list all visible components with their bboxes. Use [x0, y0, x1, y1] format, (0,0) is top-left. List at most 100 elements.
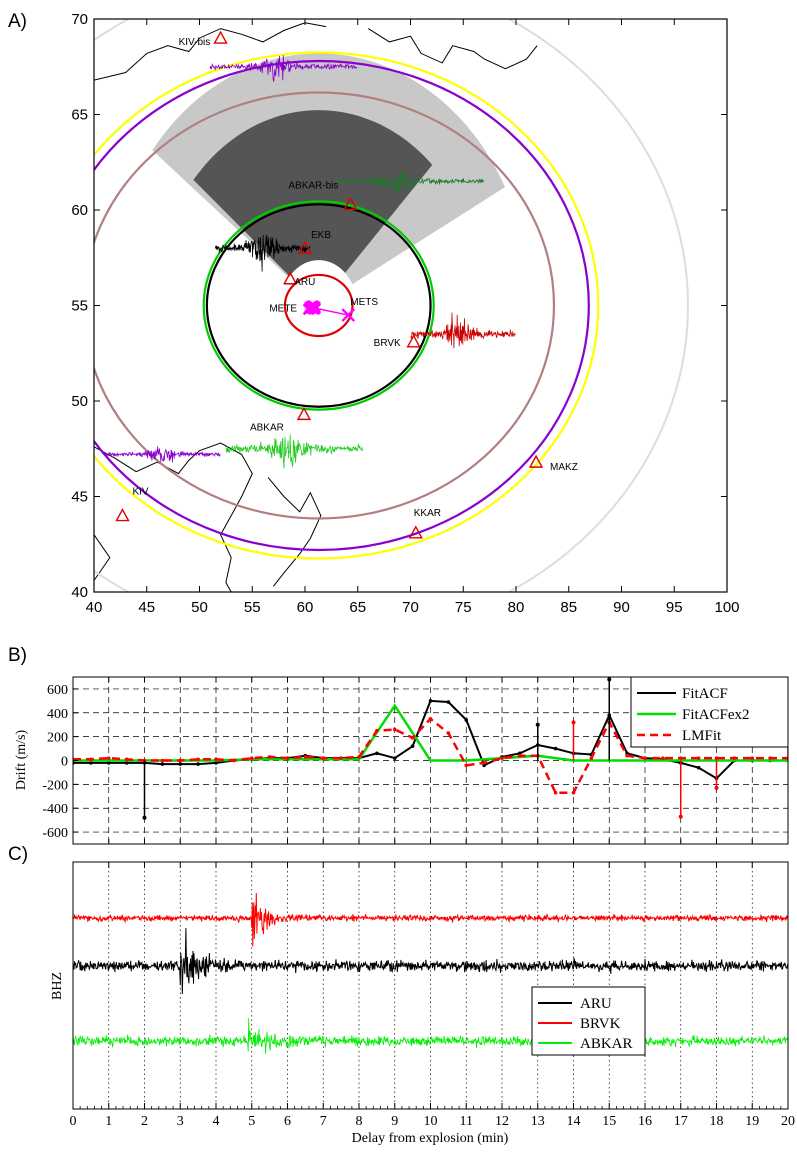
- panel-a-label: A): [8, 11, 27, 32]
- x-tick-label: 95: [666, 599, 683, 616]
- event-label: METE: [269, 303, 297, 314]
- series-point: [589, 756, 594, 760]
- series-point: [500, 756, 504, 760]
- event-link: [311, 306, 349, 316]
- y-tick-label: 40: [71, 584, 88, 601]
- event-label: METS: [350, 297, 378, 308]
- series-point: [178, 762, 183, 766]
- x-tick-label: 16: [638, 1114, 652, 1129]
- x-tick-label: 12: [495, 1114, 509, 1129]
- legend-label: BRVK: [580, 1016, 621, 1032]
- series-point: [464, 763, 469, 768]
- distance-circle: [94, 19, 689, 592]
- x-tick-label: 13: [531, 1114, 545, 1129]
- y-tick-label: 70: [71, 11, 88, 28]
- series-point: [106, 756, 111, 760]
- x-tick-label: 7: [320, 1114, 327, 1129]
- coastline-5: [267, 477, 322, 587]
- series-point: [518, 753, 522, 758]
- x-tick-label: 1: [105, 1114, 112, 1129]
- series-point: [303, 755, 308, 759]
- panel-c-label: C): [8, 844, 28, 865]
- x-tick-label: 5: [248, 1114, 255, 1129]
- station-label: KKAR: [414, 508, 441, 519]
- x-tick-label: 80: [508, 599, 525, 616]
- panel-c-seismogram-chart: 0 1 2 3 4 5 6 7 8 9 10 11 12 13 14 15 16 17 18 19 20 BHZ Del…: [50, 861, 795, 1146]
- series-point: [285, 756, 290, 760]
- series-point: [446, 731, 451, 735]
- series-point: [392, 727, 397, 732]
- series-point: [661, 756, 665, 760]
- x-tick-label: 90: [613, 599, 630, 616]
- legend-label: ABKAR: [580, 1036, 633, 1052]
- spike-point: [571, 720, 576, 725]
- station-waveform: [209, 55, 358, 82]
- seismogram-brvk: [73, 892, 788, 947]
- series-point: [214, 761, 218, 765]
- x-tick-label: 11: [460, 1114, 473, 1129]
- spike-point: [678, 814, 683, 819]
- panel-c-ylabel: BHZ: [50, 972, 65, 1000]
- y-tick-label: 55: [71, 298, 88, 315]
- x-tick-label: 60: [297, 599, 314, 616]
- series-point: [339, 756, 343, 760]
- panel-c-legend: ARU BRVK ABKAR: [531, 986, 646, 1056]
- x-tick-label: 19: [745, 1114, 759, 1129]
- y-tick-label: 65: [71, 107, 88, 124]
- x-tick-label: 3: [177, 1114, 184, 1129]
- station-label: BRVK: [374, 338, 401, 349]
- x-tick-label: 55: [244, 599, 261, 616]
- x-tick-label: 17: [674, 1114, 688, 1129]
- x-tick-label: 4: [213, 1114, 220, 1129]
- x-tick-label: 65: [349, 599, 366, 616]
- station-marker: [283, 271, 298, 285]
- x-tick-label: 14: [567, 1114, 581, 1129]
- event-marker: [304, 301, 317, 313]
- station-label: KIV-bis: [179, 37, 211, 48]
- series-point: [392, 756, 397, 760]
- x-tick-label: 40: [86, 599, 103, 616]
- series-point: [249, 756, 254, 760]
- station-waveform: [410, 312, 516, 349]
- x-tick-label: 0: [70, 1114, 77, 1129]
- legend-label: ARU: [580, 996, 612, 1012]
- series-point: [232, 758, 236, 763]
- station-label: ABKAR-bis: [288, 180, 338, 191]
- x-tick-label: 45: [138, 599, 155, 616]
- legend-label: FitACF: [682, 686, 728, 702]
- x-tick-label: 100: [714, 599, 739, 616]
- series-point: [446, 700, 451, 704]
- series-point: [482, 761, 486, 765]
- series-point: [428, 716, 433, 721]
- y-tick-label: 50: [71, 393, 88, 410]
- series-point: [106, 761, 111, 765]
- series-point: [410, 744, 415, 748]
- series-point: [553, 746, 558, 751]
- panel-b-drift-chart: -600 -400 -200 0 200 400 600 Drift (m/s) FitAC…: [14, 676, 789, 845]
- station-label: ARU: [294, 277, 315, 288]
- series-point: [714, 756, 719, 760]
- distance-circle: [94, 51, 600, 560]
- legend-label: LMFit: [682, 728, 722, 744]
- x-tick-label: 6: [284, 1114, 291, 1129]
- x-tick-label: 8: [356, 1114, 363, 1129]
- series-point: [160, 758, 165, 763]
- x-tick-label: 85: [560, 599, 577, 616]
- series-point: [696, 756, 701, 760]
- series-point: [732, 756, 737, 760]
- series-point: [357, 755, 361, 759]
- station-marker: [296, 406, 312, 421]
- station-waveform: [104, 446, 221, 463]
- series-point: [571, 790, 576, 795]
- station-marker: [408, 525, 423, 539]
- series-point: [625, 753, 629, 758]
- series-point: [696, 765, 701, 770]
- seismogram-abkar: [73, 1018, 788, 1054]
- series-point: [89, 757, 93, 762]
- series-point: [678, 756, 683, 760]
- station-marker: [213, 30, 228, 44]
- series-point: [178, 758, 183, 763]
- series-point: [428, 699, 433, 703]
- coverage-sector-dark: [193, 110, 433, 277]
